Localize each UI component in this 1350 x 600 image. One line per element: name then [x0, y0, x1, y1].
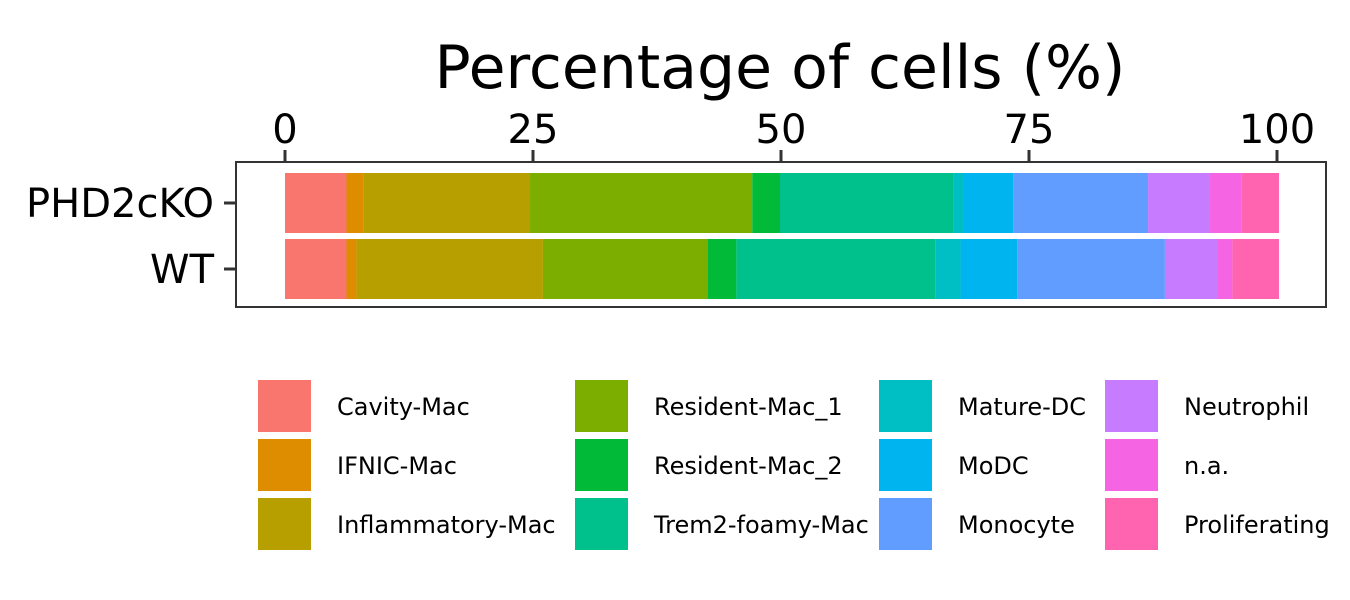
bar-segment — [963, 173, 1014, 233]
legend-key — [575, 498, 628, 550]
legend-label: n.a. — [1184, 452, 1229, 480]
bar-segment — [736, 239, 936, 299]
x-tick-label: 75 — [1004, 107, 1055, 153]
bar-segment — [1232, 239, 1279, 299]
bar-segment — [346, 173, 364, 233]
bar-segment — [363, 173, 531, 233]
legend-label: Cavity-Mac — [337, 393, 470, 421]
legend-key — [1105, 439, 1158, 491]
bars-group — [285, 173, 1279, 299]
x-tick-label: 0 — [272, 107, 297, 153]
bar-segment — [1217, 239, 1233, 299]
bar-segment — [285, 173, 347, 233]
bar-segment — [707, 239, 737, 299]
bar-segment — [1013, 173, 1149, 233]
legend-label: Neutrophil — [1184, 393, 1309, 421]
bar-segment — [530, 173, 753, 233]
bar-segment — [935, 239, 961, 299]
x-tick-label: 50 — [756, 107, 807, 153]
y-tick-label: PHD2cKO — [26, 181, 214, 227]
legend-label: Inflammatory-Mac — [337, 511, 556, 539]
bar-segment — [752, 173, 781, 233]
legend: Cavity-Mac IFNIC-Mac Inflammatory-Mac Resid… — [258, 380, 1330, 550]
bar-segment — [960, 239, 1018, 299]
legend-key — [879, 380, 932, 432]
bar-segment — [356, 239, 543, 299]
x-tick-label: 100 — [1239, 107, 1315, 153]
bar-segment — [1164, 239, 1218, 299]
legend-key — [1105, 498, 1158, 550]
bar-segment — [1241, 173, 1279, 233]
legend-key — [258, 498, 311, 550]
bar-segment — [1148, 173, 1210, 233]
legend-label: IFNIC-Mac — [337, 452, 457, 480]
legend-label: Mature-DC — [958, 393, 1086, 421]
legend-key — [879, 498, 932, 550]
bar-segment — [1017, 239, 1165, 299]
legend-key — [258, 380, 311, 432]
legend-label: Monocyte — [958, 511, 1075, 539]
x-tick-label: 25 — [508, 107, 559, 153]
legend-label: Proliferating — [1184, 511, 1330, 539]
chart-title: Percentage of cells (%) — [435, 33, 1126, 103]
y-tick-label: WT — [150, 247, 215, 293]
bar-segment — [1209, 173, 1242, 233]
bar-segment — [346, 239, 357, 299]
x-axis: 0 25 50 75 100 — [272, 107, 1315, 162]
legend-label: Resident-Mac_2 — [654, 452, 843, 480]
legend-label: Resident-Mac_1 — [654, 393, 843, 421]
legend-key — [575, 380, 628, 432]
y-axis: PHD2cKO WT — [26, 181, 236, 293]
legend-key — [258, 439, 311, 491]
legend-key — [1105, 380, 1158, 432]
legend-key — [879, 439, 932, 491]
legend-label: Trem2-foamy-Mac — [653, 511, 869, 539]
bar-segment — [953, 173, 964, 233]
bar-segment — [780, 173, 954, 233]
legend-label: MoDC — [958, 452, 1029, 480]
bar-segment — [285, 239, 347, 299]
bar-segment — [542, 239, 708, 299]
legend-key — [575, 439, 628, 491]
